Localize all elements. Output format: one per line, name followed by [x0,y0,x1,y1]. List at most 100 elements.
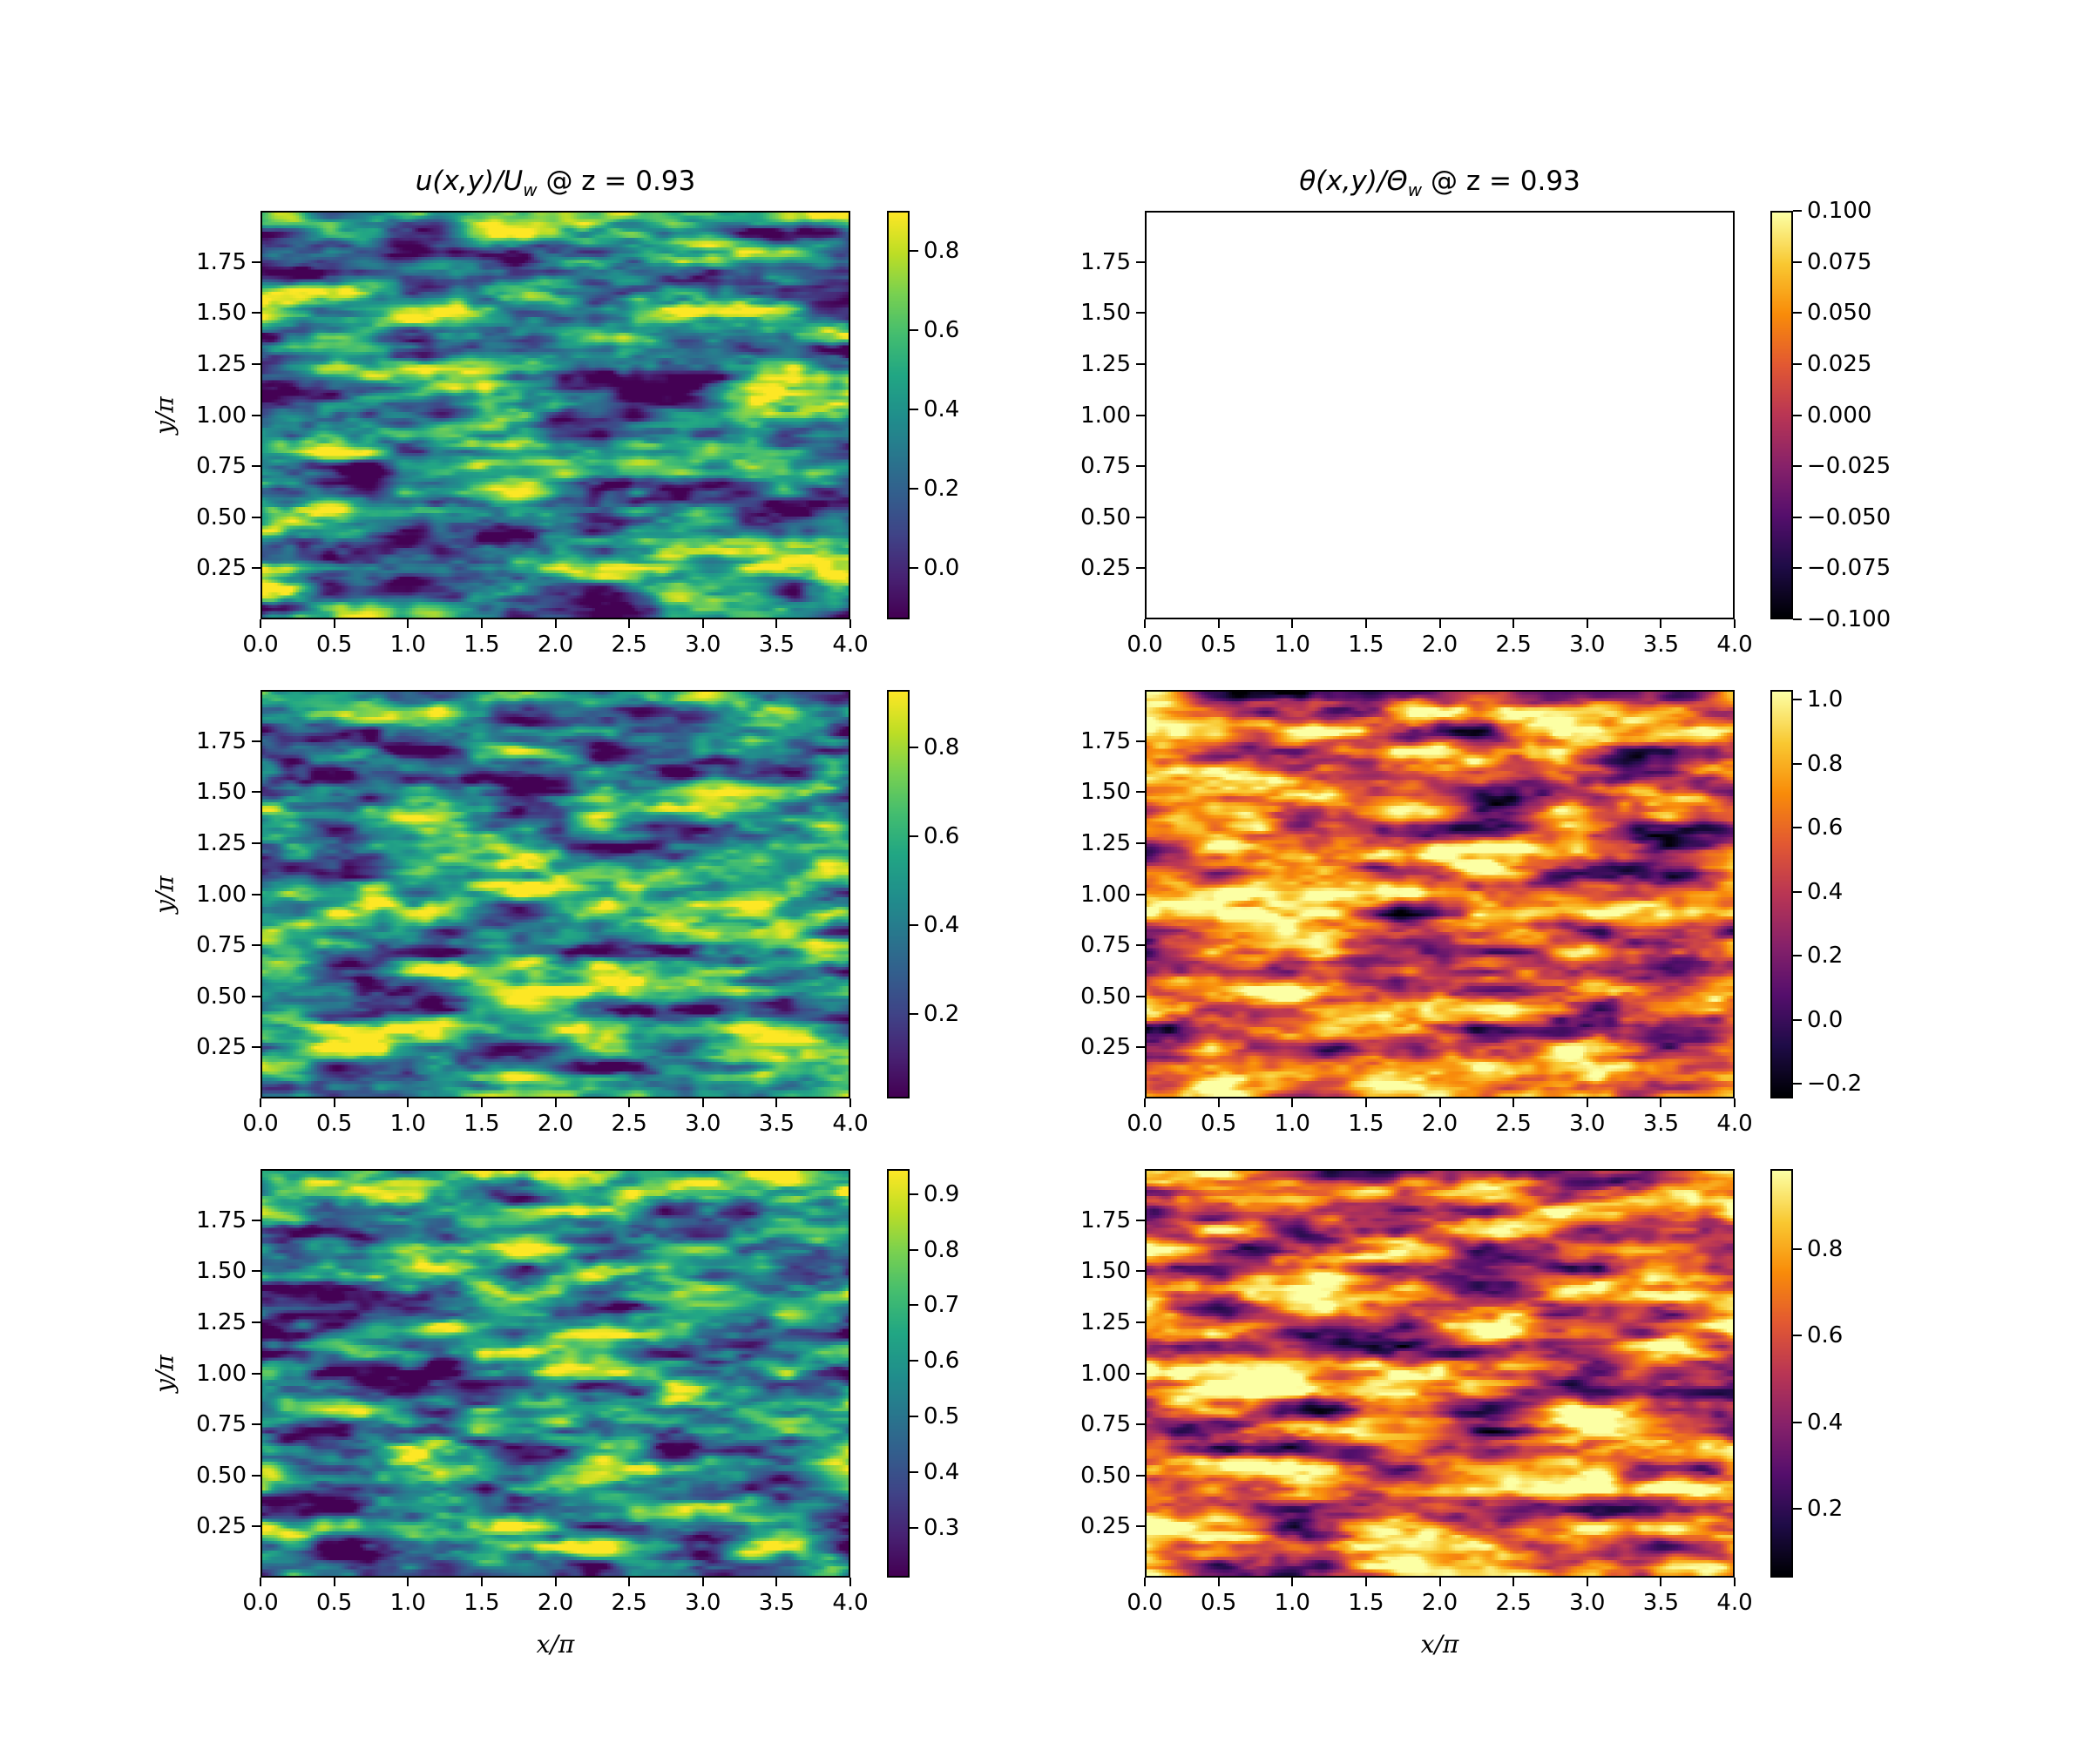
x-tick-label: 1.0 [389,1111,426,1137]
x-tick-label: 0.0 [242,632,279,658]
colorbar-tick-label: −0.100 [1807,606,1891,632]
colorbar-u-row3 [887,1169,910,1578]
y-tick-label: 1.75 [196,727,247,754]
colorbar-tick [1793,465,1802,468]
y-tick [252,841,261,844]
x-tick [480,619,483,628]
colorbar-tick [1793,618,1802,620]
title-main: u(x,y)/U [415,166,524,197]
colorbar-theta-row1 [1770,211,1793,619]
y-tick-label: 1.75 [196,248,247,275]
y-tick [252,260,261,263]
y-tick [1136,944,1145,947]
colorbar-tick-label: 0.8 [1807,1236,1844,1262]
colorbar-tick [910,1526,918,1529]
colorbar-tick-label: 0.4 [1807,1409,1844,1436]
x-tick [1438,1578,1441,1586]
colorbar-tick [1793,260,1802,263]
x-tick [554,1098,557,1107]
x-tick [333,1098,335,1107]
x-tick [628,619,631,628]
y-tick-label: 1.75 [1080,727,1131,754]
x-tick [260,1098,261,1107]
x-tick-label: 1.0 [389,1590,426,1616]
colorbar-tick-label: 0.9 [924,1180,960,1207]
x-tick-label: 0.0 [1127,1590,1163,1616]
heatmap-axes-u-row3 [261,1169,850,1578]
y-tick-label: 0.75 [196,932,247,959]
x-tick [480,1578,483,1586]
x-tick-label: 3.0 [685,1111,721,1137]
x-tick-label: 3.5 [758,632,795,658]
x-tick [1734,1578,1736,1586]
y-tick [1136,465,1145,468]
x-tick-label: 2.5 [1495,632,1532,658]
y-tick-label: 1.75 [1080,248,1131,275]
colorbar-tick [1793,1083,1802,1085]
x-tick-label: 3.0 [685,1590,721,1616]
y-tick [1136,516,1145,518]
colorbar-tick-label: 0.5 [924,1402,960,1429]
x-tick [407,1578,409,1586]
colorbar-tick-label: 0.100 [1807,198,1872,224]
colorbar-tick [910,924,918,927]
x-tick-label: 4.0 [1716,632,1753,658]
colorbar-tick [1793,762,1802,765]
colorbar-tick-label: 0.8 [1807,750,1844,777]
x-tick-label: 1.0 [1274,1590,1310,1616]
x-tick [1217,1098,1220,1107]
y-tick [252,414,261,416]
x-tick-label: 0.5 [315,632,353,658]
colorbar-tick-label: 0.4 [924,395,960,422]
colorbar-tick [1793,362,1802,365]
colorbar-tick-label: 0.8 [924,1236,960,1263]
y-tick-label: 1.00 [196,1360,247,1387]
colorbar-tick-label: 0.8 [924,237,960,264]
y-tick [252,1372,261,1375]
y-tick [1136,260,1145,263]
x-tick [1660,1578,1662,1586]
y-tick [1136,1525,1145,1528]
x-tick [1660,619,1662,628]
plot-title-u-row1: u(x,y)/Uw @ z = 0.93 [416,166,696,200]
x-tick [1144,1098,1146,1107]
y-tick [252,516,261,518]
colorbar-tick [1793,827,1802,829]
y-tick [252,465,261,468]
colorbar-tick [910,566,918,569]
colorbar-tick-label: 0.6 [924,316,960,343]
colorbar-tick-label: 0.0 [924,554,960,581]
x-tick-label: 3.5 [1642,632,1680,658]
heatmap-image-theta-row2 [1147,692,1733,1097]
x-tick-label: 0.0 [242,1590,279,1616]
x-tick-label: 1.5 [464,632,500,658]
y-tick-label: 0.75 [1080,1411,1131,1438]
colorbar-tick [1793,1421,1802,1423]
x-tick [1512,1578,1515,1586]
heatmap-axes-theta-row3 [1145,1169,1735,1578]
x-tick [1291,1578,1294,1586]
colorbar-theta-row2 [1770,690,1793,1098]
x-tick [701,1098,704,1107]
colorbar-tick-label: 0.075 [1807,248,1872,275]
heatmap-image-u-row2 [262,692,849,1097]
colorbar-tick [1793,567,1802,570]
colorbar-tick-label: 0.3 [924,1514,960,1541]
y-tick [252,944,261,947]
x-tick [701,1578,704,1586]
colorbar-tick [1793,955,1802,957]
colorbar-tick-label: 0.025 [1807,350,1872,377]
x-tick-label: 4.0 [832,1111,869,1137]
y-tick [252,1270,261,1273]
x-tick-label: 4.0 [832,1590,869,1616]
colorbar-tick-label: 0.6 [924,823,960,850]
heatmap-image-u-row1 [262,213,849,618]
colorbar-theta-row3 [1770,1169,1793,1578]
colorbar-tick [1793,1335,1802,1337]
y-tick-label: 1.50 [1080,1258,1131,1285]
y-tick [252,1525,261,1528]
y-tick-label: 1.25 [1080,829,1131,856]
colorbar-tick [910,408,918,410]
colorbar-tick-label: −0.050 [1807,504,1891,531]
colorbar-tick [910,747,918,749]
